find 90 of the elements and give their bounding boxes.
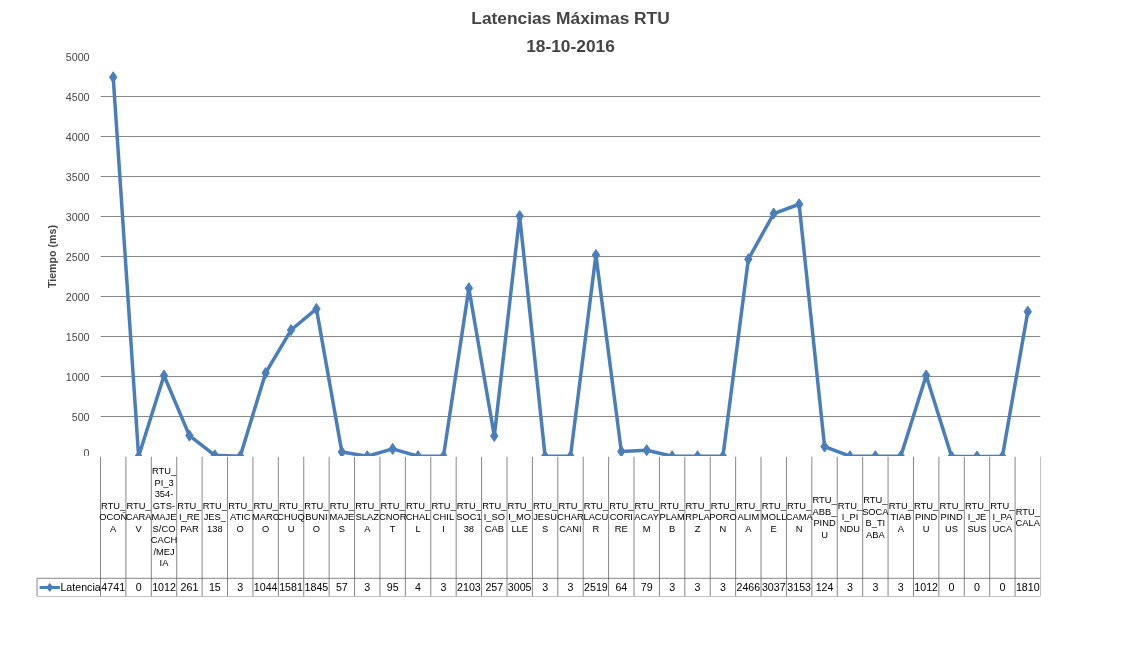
data-label: 3 — [567, 581, 574, 594]
x-tick-label: RTU_SOC138 — [456, 500, 482, 534]
y-tick-label: 4500 — [65, 90, 90, 103]
data-label: 3 — [542, 581, 549, 594]
data-label: 4741 — [101, 581, 126, 594]
y-tick-label: 4000 — [65, 130, 90, 143]
x-tick-label: RTU_MOLLE — [761, 500, 787, 534]
y-tick-label: 500 — [71, 410, 90, 423]
y-tick-label: 5000 — [65, 50, 90, 63]
x-tick-label: RTU_ATICO — [228, 500, 254, 534]
data-label: 79 — [640, 581, 653, 594]
x-tick-label: RTU_I_PINDU — [837, 500, 863, 534]
x-tick-label: RTU_PLAMB — [659, 500, 686, 534]
y-tick-label: 3500 — [65, 170, 90, 183]
data-label: 0 — [974, 581, 981, 594]
data-label: 1012 — [152, 581, 176, 594]
x-tick-label: RTU_CHILI — [431, 500, 457, 534]
category-label: RTU_PI_3354-GTS-MAJES/COCACH/MEJIA — [150, 466, 178, 569]
data-label: 3005 — [507, 581, 532, 594]
data-label: 3 — [694, 581, 701, 594]
data-label: 3 — [237, 581, 244, 594]
x-tick-label: RTU_I_SOCAB — [482, 500, 508, 534]
x-tick-label: RTU_MAJES — [329, 500, 355, 534]
data-label: 0 — [999, 581, 1006, 594]
data-label: 1810 — [1015, 581, 1040, 594]
x-tick-label: RTU_CARAV — [125, 500, 153, 534]
legend-label: Latencia — [60, 581, 101, 594]
data-label: 124 — [815, 581, 834, 594]
x-tick-label: RTU_BUNIO — [304, 500, 330, 534]
x-tick-label: RTU_I_JESUS — [964, 500, 990, 534]
y-tick-label: 2500 — [65, 250, 90, 263]
x-tick-label: RTU_TIABA — [888, 500, 914, 534]
data-label: 257 — [485, 581, 504, 594]
data-label: 3153 — [787, 581, 812, 594]
x-tick-label: RTU_OCOÑA — [99, 500, 128, 534]
data-label: 261 — [180, 581, 199, 594]
x-tick-label: RTU_CHARCANI — [557, 500, 584, 534]
x-tick-label: RTU_RPLAZ — [685, 500, 711, 534]
x-tick-label: RTU_JES_138 — [202, 500, 228, 534]
chart-title: Latencias Máximas RTU — [471, 7, 670, 28]
data-label: 3 — [719, 581, 726, 594]
x-tick-label: RTU_CORIRE — [609, 500, 635, 534]
x-tick-label: RTU_ABB_PINDU — [812, 495, 838, 540]
point — [159, 369, 169, 382]
data-label: 3 — [669, 581, 676, 594]
data-label: 2103 — [457, 581, 481, 594]
data-label: 3 — [847, 581, 853, 594]
y-tick-label: 1500 — [65, 330, 90, 343]
x-tick-label: RTU_ALIMA — [736, 500, 762, 534]
data-label: 2519 — [584, 581, 608, 594]
x-tick-label: RTU_CALA — [1015, 506, 1041, 529]
point — [286, 324, 296, 337]
data-label: 0 — [948, 581, 955, 594]
x-tick-label: RTU_CNORT — [378, 500, 407, 534]
data-label: 1044 — [253, 581, 278, 594]
x-tick-label: RTU_PINDUS — [939, 500, 965, 534]
data-label: 3037 — [761, 581, 786, 594]
data-label: 15 — [208, 581, 221, 594]
y-tick-label: 0 — [83, 446, 90, 459]
data-label: 1581 — [279, 581, 303, 594]
y-tick-label: 3000 — [65, 210, 90, 223]
y-tick-label: 2000 — [65, 290, 90, 303]
data-label: 0 — [135, 581, 142, 594]
y-axis-title: Tiempo (ms) — [45, 224, 58, 289]
x-tick-label: RTU_PORON — [709, 500, 737, 534]
data-label: 3 — [897, 581, 904, 594]
data-label: 2466 — [736, 581, 761, 594]
data-label: 57 — [335, 581, 348, 594]
data-label: 3 — [364, 581, 371, 594]
chart-subtitle: 18-10-2016 — [526, 35, 616, 56]
data-label: 3 — [440, 581, 447, 594]
x-tick-label: RTU_LACUR — [583, 500, 609, 534]
x-tick-label: RTU_CAMAN — [785, 500, 814, 534]
x-tick-label: RTU_SOCAB_TIABA — [862, 495, 890, 540]
data-label: 1012 — [914, 581, 939, 594]
x-tick-label: RTU_I_MOLLE — [507, 500, 533, 534]
y-tick-label: 1000 — [65, 370, 90, 383]
x-tick-label: RTU_JESUS — [533, 500, 558, 534]
point — [337, 445, 347, 456]
x-tick-label: RTU_PINDU — [914, 500, 940, 534]
x-tick-label: RTU_CHALL — [405, 500, 431, 534]
x-tick-label: RTU_ACAYM — [634, 500, 660, 534]
data-label: 95 — [386, 581, 399, 594]
data-label: 64 — [615, 581, 628, 594]
data-label: 3 — [872, 581, 879, 594]
x-tick-label: RTU_I_REPAR — [177, 500, 203, 534]
x-tick-label: RTU_SLAZA — [355, 500, 381, 534]
x-tick-label: RTU_I_PAUCA — [990, 500, 1016, 534]
data-label: 1845 — [304, 581, 329, 594]
data-label: 4 — [415, 581, 422, 594]
